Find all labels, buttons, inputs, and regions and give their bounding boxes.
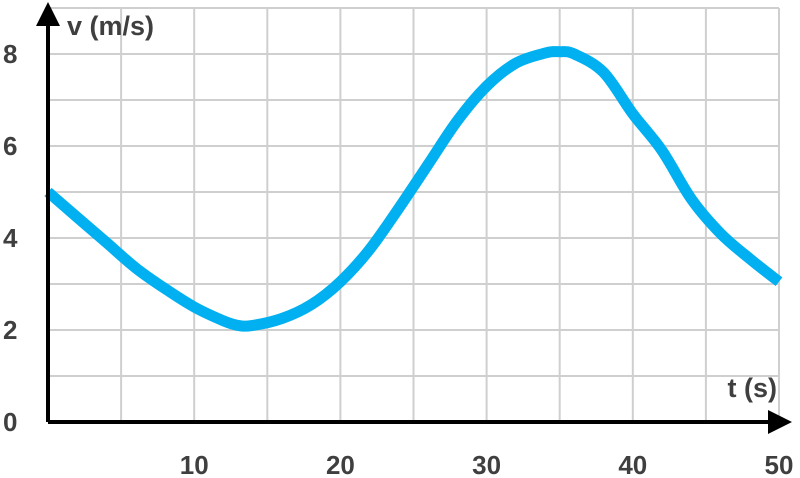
x-tick-label: 50 xyxy=(765,450,794,478)
y-tick-label: 4 xyxy=(3,223,18,253)
x-axis-title: t (s) xyxy=(728,373,778,403)
x-tick-label: 40 xyxy=(618,450,647,478)
series-line xyxy=(44,46,783,332)
x-tick-label: 20 xyxy=(326,450,355,478)
y-tick-label: 2 xyxy=(3,315,17,345)
axes xyxy=(36,2,792,434)
y-axis-title: v (m/s) xyxy=(67,11,154,41)
grid xyxy=(48,7,780,422)
x-tick-label: 10 xyxy=(180,450,209,478)
y-tick-label: 6 xyxy=(3,131,17,161)
x-tick-label: 30 xyxy=(472,450,501,478)
series-group xyxy=(44,46,783,332)
y-tick-label: 0 xyxy=(3,407,17,437)
y-tick-label: 8 xyxy=(3,39,17,69)
tick-labels: 0 2 4 6 8 10 20 30 40 50 xyxy=(3,39,793,478)
